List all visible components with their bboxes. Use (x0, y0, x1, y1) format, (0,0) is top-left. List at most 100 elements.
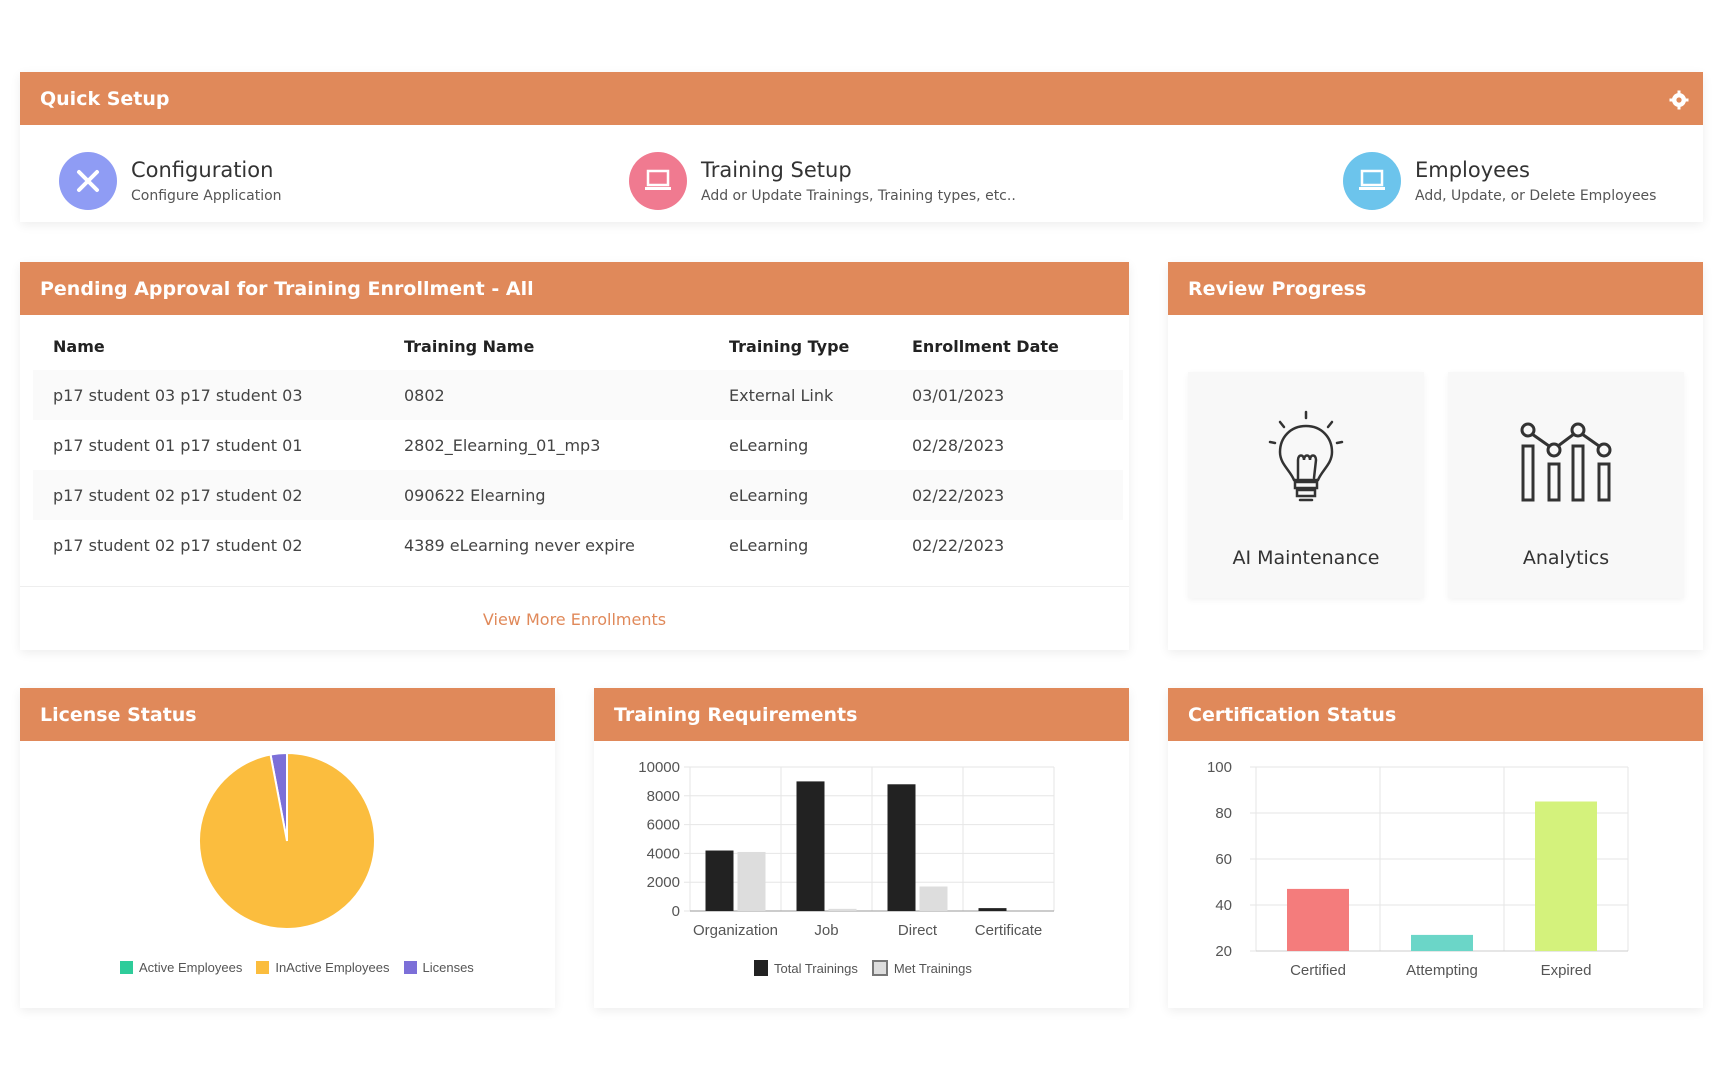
cell-training-name: 0802 (384, 370, 709, 420)
legend-label: Licenses (422, 960, 474, 975)
y-tick-label: 4000 (647, 845, 680, 862)
col-enrollment-date: Enrollment Date (912, 336, 1059, 356)
bar-met-trainings (828, 908, 857, 911)
ai-maintenance-tile[interactable]: AI Maintenance (1188, 372, 1424, 598)
quick-setup-title: Quick Setup (40, 87, 170, 110)
bar-total-trainings (978, 908, 1007, 911)
quick-setup-header: Quick Setup (20, 72, 1703, 125)
legend-label: Active Employees (139, 960, 243, 975)
y-tick-label: 0 (672, 903, 680, 920)
view-more-enrollments-link[interactable]: View More Enrollments (482, 610, 667, 629)
bar-expired (1535, 801, 1597, 951)
y-tick-label: 2000 (647, 874, 680, 891)
y-tick-label: 40 (1215, 897, 1232, 914)
y-tick-label: 60 (1215, 851, 1232, 868)
legend-item-licenses[interactable]: Licenses (403, 960, 474, 975)
laptop-icon (1343, 152, 1401, 210)
training-requirements-title: Training Requirements (614, 703, 858, 726)
ai-maintenance-label: AI Maintenance (1232, 547, 1380, 569)
certification-status-title: Certification Status (1188, 703, 1397, 726)
legend-item-met[interactable]: Met Trainings (871, 960, 972, 976)
bar-certified (1287, 888, 1349, 951)
legend-item-total[interactable]: Total Trainings (754, 960, 858, 976)
quick-setup-card: Quick Setup Configuration Configure Appl… (20, 72, 1703, 222)
analytics-label: Analytics (1522, 547, 1610, 569)
x-tick-label: Job (814, 922, 838, 939)
legend-label: InActive Employees (275, 960, 390, 975)
bar-total-trainings (887, 784, 916, 911)
cell-training-type: eLearning (729, 535, 809, 555)
analytics-tile[interactable]: Analytics (1448, 372, 1684, 598)
y-tick-label: 8000 (647, 788, 680, 805)
cell-training-name: 2802_Elearning_01_mp3 (404, 435, 601, 455)
pie-slice-inactive-employees (198, 751, 376, 930)
training-setup-link[interactable]: Training Setup Add or Update Trainings, … (629, 152, 1016, 210)
x-tick-label: Certificate (975, 922, 1043, 939)
license-pie-chart (198, 751, 376, 930)
cell-training-type: eLearning (729, 435, 809, 455)
employees-subtitle: Add, Update, or Delete Employees (1415, 188, 1657, 204)
lightbulb-icon (1268, 410, 1344, 502)
bar-total-trainings (705, 850, 734, 911)
table-row[interactable]: p17 student 03 p17 student 03 0802 Exter… (33, 370, 1123, 420)
table-row[interactable]: p17 student 02 p17 student 02 4389 eLear… (33, 520, 1123, 570)
bar-met-trainings (919, 886, 948, 911)
x-tick-label: Attempting (1406, 962, 1478, 979)
legend-label: Total Trainings (774, 960, 858, 976)
training-requirements-chart: 10000 8000 6000 4000 2000 0 Organization Job Dir… (638, 759, 1055, 939)
divider (20, 586, 1129, 587)
table-header-row: Name Training Name Training Type Enrollm… (33, 322, 1123, 370)
cell-name: p17 student 02 p17 student 02 (33, 470, 384, 520)
certification-status-header: Certification Status (1168, 688, 1703, 741)
col-training-name: Training Name (404, 336, 535, 356)
review-progress-title: Review Progress (1188, 277, 1367, 300)
cell-name: p17 student 02 p17 student 02 (53, 535, 303, 555)
bar-met-trainings (737, 851, 766, 911)
legend-item-inactive[interactable]: InActive Employees (256, 960, 390, 975)
cell-training-type: External Link (709, 370, 892, 420)
x-tick-label: Expired (1541, 962, 1592, 979)
cell-name: p17 student 03 p17 student 03 (33, 370, 384, 420)
col-training-type: Training Type (729, 336, 850, 356)
cell-training-type: eLearning (709, 470, 892, 520)
table-row[interactable]: p17 student 01 p17 student 01 2802_Elear… (33, 420, 1123, 470)
cell-training-name: 090622 Elearning (384, 470, 709, 520)
configuration-title: Configuration (131, 158, 274, 182)
cell-enrollment-date: 02/22/2023 (912, 535, 1005, 555)
pending-approval-header: Pending Approval for Training Enrollment… (20, 262, 1129, 315)
y-tick-label: 80 (1215, 805, 1232, 822)
table-row[interactable]: p17 student 02 p17 student 02 090622 Ele… (33, 470, 1123, 520)
legend-label: Met Trainings (893, 960, 972, 976)
license-status-title: License Status (40, 703, 197, 726)
cell-enrollment-date: 02/28/2023 (912, 435, 1005, 455)
x-tick-label: Organization (693, 922, 778, 939)
x-tick-label: Certified (1290, 962, 1346, 979)
certification-status-card: Certification Status 100 80 60 40 20 Certifie… (1168, 688, 1703, 1008)
configuration-icon (59, 152, 117, 210)
col-name: Name (53, 336, 105, 356)
certification-status-chart: 100 80 60 40 20 Certified Attempting Expired (1207, 759, 1629, 979)
bar-total-trainings (796, 781, 825, 911)
pending-approval-title: Pending Approval for Training Enrollment… (40, 277, 534, 300)
cell-enrollment-date: 02/22/2023 (892, 470, 1123, 520)
y-tick-label: 100 (1207, 759, 1232, 776)
training-setup-subtitle: Add or Update Trainings, Training types,… (701, 188, 1016, 204)
configuration-subtitle: Configure Application (131, 188, 282, 204)
laptop-icon (629, 152, 687, 210)
y-tick-label: 20 (1215, 943, 1232, 960)
pending-approval-card: Pending Approval for Training Enrollment… (20, 262, 1129, 650)
configuration-link[interactable]: Configuration Configure Application (59, 152, 282, 210)
enrollment-table: Name Training Name Training Type Enrollm… (33, 322, 1123, 570)
y-tick-label: 10000 (638, 759, 680, 776)
license-status-card: License Status Active Employees InActive… (20, 688, 555, 1008)
training-requirements-card: Training Requirements 10000 8000 6000 4000 2… (594, 688, 1129, 1008)
cell-enrollment-date: 03/01/2023 (892, 370, 1123, 420)
employees-link[interactable]: Employees Add, Update, or Delete Employe… (1343, 152, 1656, 210)
legend-item-active[interactable]: Active Employees (120, 960, 242, 975)
employees-title: Employees (1415, 158, 1530, 182)
cell-name: p17 student 01 p17 student 01 (53, 435, 303, 455)
gear-icon[interactable] (1669, 90, 1689, 110)
cell-training-name: 4389 eLearning never expire (404, 535, 635, 555)
y-tick-label: 6000 (647, 817, 680, 834)
analytics-icon (1520, 422, 1612, 502)
